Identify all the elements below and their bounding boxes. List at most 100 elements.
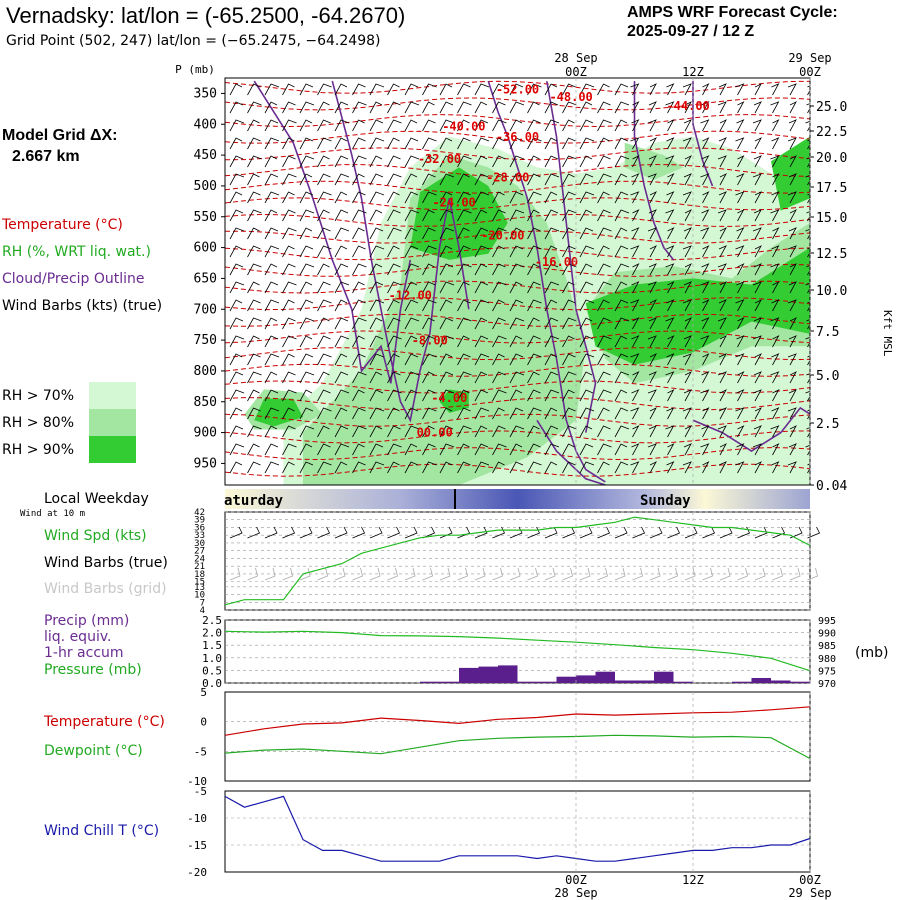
legend-rh90-swatch xyxy=(89,436,136,463)
wind-barb xyxy=(247,461,261,474)
wind-barb xyxy=(632,425,640,438)
wind-barb xyxy=(404,227,418,240)
wind-barb xyxy=(735,191,745,204)
wind-barb xyxy=(770,317,780,330)
wind-barb-grid xyxy=(299,567,311,581)
wind-barb xyxy=(579,461,595,474)
pressure-tick-label: 950 xyxy=(194,456,217,471)
wind-barb xyxy=(700,389,710,402)
wind-barb xyxy=(387,155,401,168)
forecast-cycle-value: 2025-09-27 / 12 Z xyxy=(627,23,755,40)
wind-barb xyxy=(630,245,640,258)
wind-barb xyxy=(334,389,350,402)
wind-barb xyxy=(562,443,575,456)
wind-barb xyxy=(509,281,523,294)
wind-barb-true xyxy=(474,526,488,539)
weekday-bar: aturday Sunday xyxy=(224,489,810,509)
wind-barb xyxy=(682,299,692,312)
wind-barb xyxy=(369,263,383,276)
wind-tick-label: 21 xyxy=(194,562,205,572)
wind-barb xyxy=(404,173,418,186)
precip-bar xyxy=(654,671,674,683)
wind-barb xyxy=(369,155,383,168)
cross-section-panel: -52.00 -48.00 -44.00 -40.00 -36.00 -32.00 -28.… xyxy=(175,63,894,494)
wind-barb xyxy=(352,299,366,312)
wind-barb xyxy=(647,389,657,402)
precip-bar xyxy=(459,667,479,683)
wind-barb xyxy=(422,83,437,96)
precip-bar xyxy=(771,680,791,683)
wind-barb xyxy=(404,281,418,294)
wind-barb xyxy=(229,461,243,474)
cloud-outline xyxy=(546,80,597,433)
wind-barb xyxy=(509,335,523,348)
grid-point-info: Grid Point (502, 247) lat/lon = (−65.247… xyxy=(6,33,381,49)
wind-barb xyxy=(352,119,365,132)
wind-barb xyxy=(718,299,727,312)
wind-barb xyxy=(719,119,727,132)
wind-barb xyxy=(736,119,745,132)
wind-barb xyxy=(509,119,523,132)
wind-barb xyxy=(597,335,612,348)
wind-barb-grid xyxy=(754,567,766,581)
isotherm-line xyxy=(225,247,810,261)
wind-barb xyxy=(649,407,657,420)
wind-barb xyxy=(683,281,692,294)
wind-barb xyxy=(789,425,797,438)
wind-barb xyxy=(562,137,576,150)
wind-barb xyxy=(317,137,332,150)
wind-barb xyxy=(718,137,727,150)
wind-barb xyxy=(229,227,245,240)
wind-barb xyxy=(544,389,560,402)
isotherm-label: -44.00 xyxy=(666,99,709,113)
wind-barb xyxy=(422,227,436,240)
precip-tick-label: 0.5 xyxy=(202,664,222,677)
wind-barb xyxy=(282,245,295,258)
wind-barb xyxy=(387,443,402,456)
wind-barb xyxy=(632,155,640,168)
isotherm-label: -36.00 xyxy=(496,130,539,144)
wind-barb xyxy=(614,173,628,186)
wind-barb xyxy=(229,281,245,294)
legend-rh70-label: RH > 70% xyxy=(2,388,75,404)
wind-barb xyxy=(387,335,402,348)
wind-barb xyxy=(544,425,559,438)
precip-bar xyxy=(595,671,615,683)
pressure-tick-label: 990 xyxy=(818,629,836,640)
wind-barb-true xyxy=(719,526,733,539)
wind-barb xyxy=(789,155,797,168)
wind-barb-true xyxy=(369,526,383,539)
wind-barb xyxy=(630,461,640,474)
wind-barb xyxy=(527,245,542,258)
forecast-cycle-label: AMPS WRF Forecast Cycle: xyxy=(627,4,838,21)
wind-barb xyxy=(579,209,593,222)
wind-barb xyxy=(682,353,692,366)
wind-barb-grid xyxy=(492,567,503,581)
wind-barb xyxy=(789,209,797,222)
wind-barb xyxy=(770,371,780,384)
wind-barb xyxy=(299,389,313,402)
wind-barb xyxy=(299,353,314,366)
wind-tick-label: 15 xyxy=(194,578,205,588)
wind-barb xyxy=(597,155,611,168)
wind-barb xyxy=(544,317,559,330)
wind-barb xyxy=(597,83,610,96)
wind-barb xyxy=(752,389,762,402)
label-wind-grid: Wind Barbs (grid) xyxy=(44,581,167,597)
wind-barb xyxy=(770,425,780,438)
wind-barb xyxy=(369,425,383,438)
wind-barb xyxy=(667,443,675,456)
wind-barb xyxy=(457,389,470,402)
wind-barb xyxy=(665,101,675,114)
isotherm-label: -48.00 xyxy=(549,90,592,104)
wind-barb xyxy=(264,335,279,348)
wind-barb xyxy=(317,425,330,438)
wind-barb xyxy=(579,83,595,96)
wind-barb xyxy=(597,281,612,294)
wind-barb xyxy=(334,443,350,456)
wind-barb-true xyxy=(632,526,646,539)
wind-barb xyxy=(352,407,366,420)
wind-barb-grid xyxy=(544,567,556,581)
wind-barb xyxy=(683,227,692,240)
wind-barb xyxy=(334,371,349,384)
